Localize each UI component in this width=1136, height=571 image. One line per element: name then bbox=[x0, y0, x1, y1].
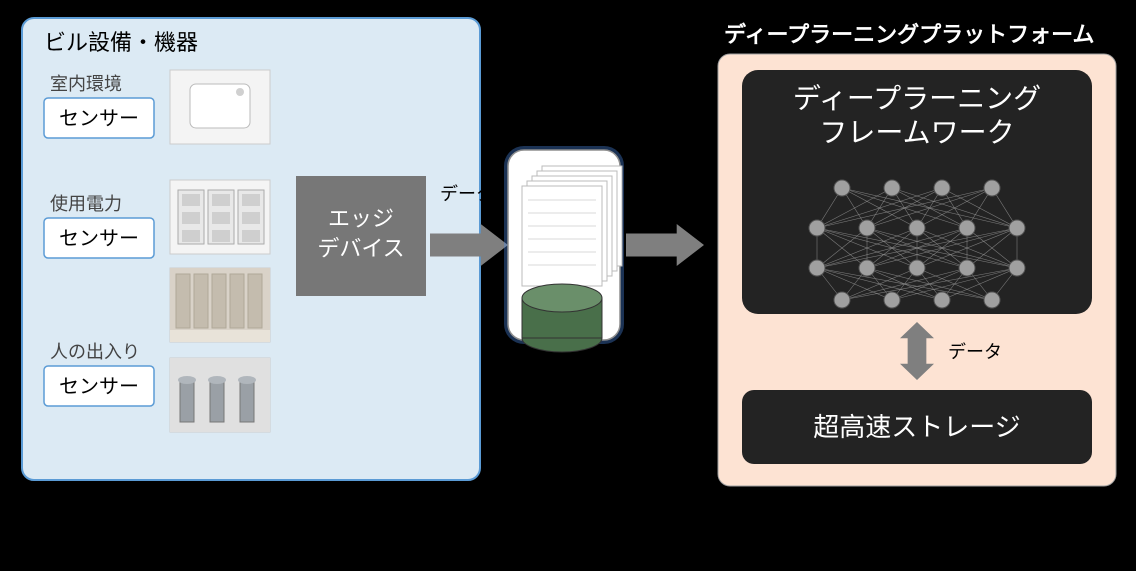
thumb-device bbox=[170, 70, 270, 144]
thumb-lobby bbox=[170, 268, 270, 342]
bi-arrow-label: データ bbox=[948, 342, 1002, 362]
sensor-label-0: 室内環境 bbox=[50, 74, 122, 94]
svg-text:センサー: センサー bbox=[59, 376, 139, 398]
svg-text:エッジ: エッジ bbox=[328, 206, 394, 231]
sensor-label-1: 使用電力 bbox=[50, 194, 122, 214]
left-panel: ビル設備・機器室内環境センサー使用電力センサー人の出入りセンサーエッジデバイス bbox=[22, 18, 480, 480]
data-server: データサーバー bbox=[502, 148, 628, 376]
svg-text:ディープラーニング: ディープラーニング bbox=[793, 83, 1041, 114]
svg-text:超高速ストレージ: 超高速ストレージ bbox=[813, 412, 1020, 442]
sensor-label-2: 人の出入り bbox=[50, 342, 140, 362]
data-server-label: データサーバー bbox=[502, 356, 628, 376]
arrow-1-label: データ bbox=[440, 184, 494, 204]
svg-text:デバイス: デバイス bbox=[317, 236, 404, 261]
thumb-ac-units bbox=[170, 180, 270, 254]
svg-text:センサー: センサー bbox=[59, 228, 139, 250]
svg-text:フレームワーク: フレームワーク bbox=[819, 117, 1014, 148]
right-header: ディープラーニングプラットフォーム bbox=[724, 22, 1094, 47]
thumb-gate bbox=[170, 358, 270, 432]
right-panel: ディープラーニングフレームワークデータ超高速ストレージ bbox=[718, 54, 1116, 486]
left-panel-title: ビル設備・機器 bbox=[44, 30, 198, 55]
svg-text:センサー: センサー bbox=[59, 108, 139, 130]
